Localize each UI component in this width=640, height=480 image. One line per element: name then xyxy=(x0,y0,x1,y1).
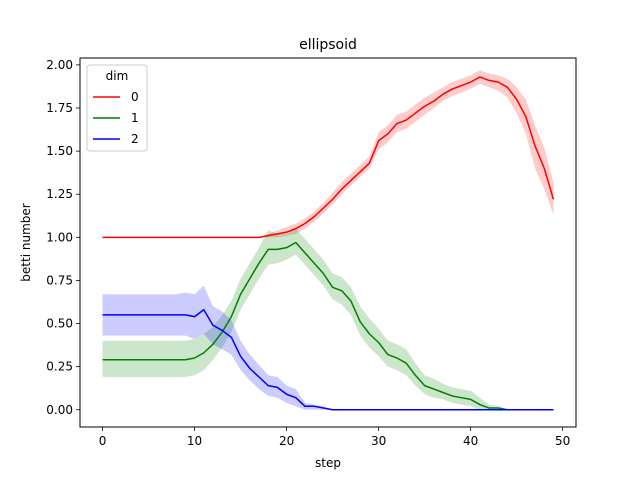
series-line-dim-1 xyxy=(102,241,554,411)
legend: dim 0 1 2 xyxy=(86,64,148,152)
chart-title: ellipsoid xyxy=(299,37,357,53)
series-line-dim-2 xyxy=(102,309,554,411)
y-tick-label: 0.25 xyxy=(46,360,73,374)
x-tick-label: 40 xyxy=(463,434,478,448)
y-tick-label: 1.00 xyxy=(46,230,73,244)
x-tick-label: 0 xyxy=(99,434,107,448)
y-tick-label: 2.00 xyxy=(46,58,73,72)
legend-title: dim xyxy=(106,69,129,83)
y-tick-label: 0.50 xyxy=(46,317,73,331)
x-tick-label: 10 xyxy=(187,434,202,448)
series-line-dim-0 xyxy=(102,76,555,239)
y-tick-label: 1.25 xyxy=(46,187,73,201)
series-band-dim-2 xyxy=(102,285,554,410)
legend-label-dim-0: 0 xyxy=(131,90,139,104)
x-axis-label: step xyxy=(315,456,341,470)
y-tick-label: 1.75 xyxy=(46,101,73,115)
x-axis-ticks: 0 10 20 30 40 50 xyxy=(99,427,570,448)
y-tick-label: 0.00 xyxy=(46,403,73,417)
legend-label-dim-2: 2 xyxy=(131,132,139,146)
legend-label-dim-1: 1 xyxy=(131,111,139,125)
y-tick-label: 1.50 xyxy=(46,144,73,158)
x-tick-label: 20 xyxy=(279,434,294,448)
y-axis-ticks: 0.00 0.25 0.50 0.75 1.00 1.25 1.50 1.75 2.00 xyxy=(46,58,80,417)
x-tick-label: 30 xyxy=(371,434,386,448)
x-tick-label: 50 xyxy=(555,434,570,448)
y-tick-label: 0.75 xyxy=(46,273,73,287)
legend-items: 0 1 2 xyxy=(93,90,139,146)
plot-area-frame xyxy=(79,57,577,428)
legend-box xyxy=(86,64,148,152)
series-lines xyxy=(102,76,555,411)
y-axis-label: betti number xyxy=(19,203,33,281)
